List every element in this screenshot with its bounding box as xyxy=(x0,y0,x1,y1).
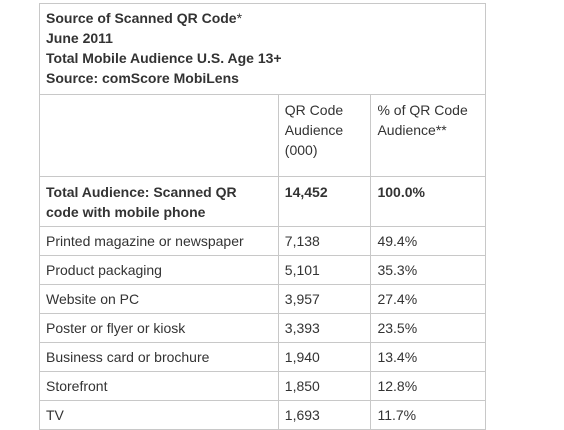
row-audience-cell: 7,138 xyxy=(277,226,372,256)
header-footnote-mark: ** xyxy=(435,122,447,138)
header-cell-audience: QR Code Audience (000) xyxy=(277,94,372,177)
total-audience-cell: 14,452 xyxy=(277,176,372,227)
row-label-cell: Product packaging xyxy=(39,255,279,285)
caption-line-date: June 2011 xyxy=(46,30,113,46)
table-row: TV 1,693 11.7% xyxy=(39,400,486,430)
row-audience-cell: 1,693 xyxy=(277,400,372,430)
total-label-cell: Total Audience: Scanned QR code with mob… xyxy=(39,176,279,227)
table-row: Business card or brochure 1,940 13.4% xyxy=(39,342,486,372)
header-cell-percent: % of QR Code Audience** xyxy=(370,94,486,177)
row-label-cell: Storefront xyxy=(39,371,279,401)
row-label-cell: Website on PC xyxy=(39,284,279,314)
row-label-cell: Printed magazine or newspaper xyxy=(39,226,279,256)
row-percent-cell: 35.3% xyxy=(370,255,486,285)
row-label-cell: Poster or flyer or kiosk xyxy=(39,313,279,343)
table-row: Storefront 1,850 12.8% xyxy=(39,371,486,401)
column-header-row: QR Code Audience (000) % of QR Code Audi… xyxy=(39,94,486,177)
table-row: Website on PC 3,957 27.4% xyxy=(39,284,486,314)
table-caption: Source of Scanned QR Code* June 2011 Tot… xyxy=(39,3,486,95)
row-audience-cell: 1,850 xyxy=(277,371,372,401)
total-row: Total Audience: Scanned QR code with mob… xyxy=(39,176,486,227)
row-audience-cell: 1,940 xyxy=(277,342,372,372)
caption-line-source: Source: comScore MobiLens xyxy=(46,70,239,86)
header-cell-empty xyxy=(39,94,279,177)
row-percent-cell: 49.4% xyxy=(370,226,486,256)
table-row: Printed magazine or newspaper 7,138 49.4… xyxy=(39,226,486,256)
row-percent-cell: 23.5% xyxy=(370,313,486,343)
caption-footnote-mark: * xyxy=(236,10,243,26)
row-percent-cell: 27.4% xyxy=(370,284,486,314)
row-audience-cell: 3,957 xyxy=(277,284,372,314)
row-label-cell: Business card or brochure xyxy=(39,342,279,372)
row-percent-cell: 11.7% xyxy=(370,400,486,430)
qr-code-source-table: Source of Scanned QR Code* June 2011 Tot… xyxy=(39,3,486,430)
row-audience-cell: 5,101 xyxy=(277,255,372,285)
caption-line-audience: Total Mobile Audience U.S. Age 13+ xyxy=(46,50,282,66)
row-percent-cell: 13.4% xyxy=(370,342,486,372)
qr-code-table-container: Source of Scanned QR Code* June 2011 Tot… xyxy=(39,3,486,430)
total-percent-cell: 100.0% xyxy=(370,176,486,227)
table-caption-row: Source of Scanned QR Code* June 2011 Tot… xyxy=(39,3,486,95)
row-audience-cell: 3,393 xyxy=(277,313,372,343)
caption-line-title: Source of Scanned QR Code* xyxy=(46,10,243,26)
row-label-cell: TV xyxy=(39,400,279,430)
row-percent-cell: 12.8% xyxy=(370,371,486,401)
table-row: Product packaging 5,101 35.3% xyxy=(39,255,486,285)
table-row: Poster or flyer or kiosk 3,393 23.5% xyxy=(39,313,486,343)
